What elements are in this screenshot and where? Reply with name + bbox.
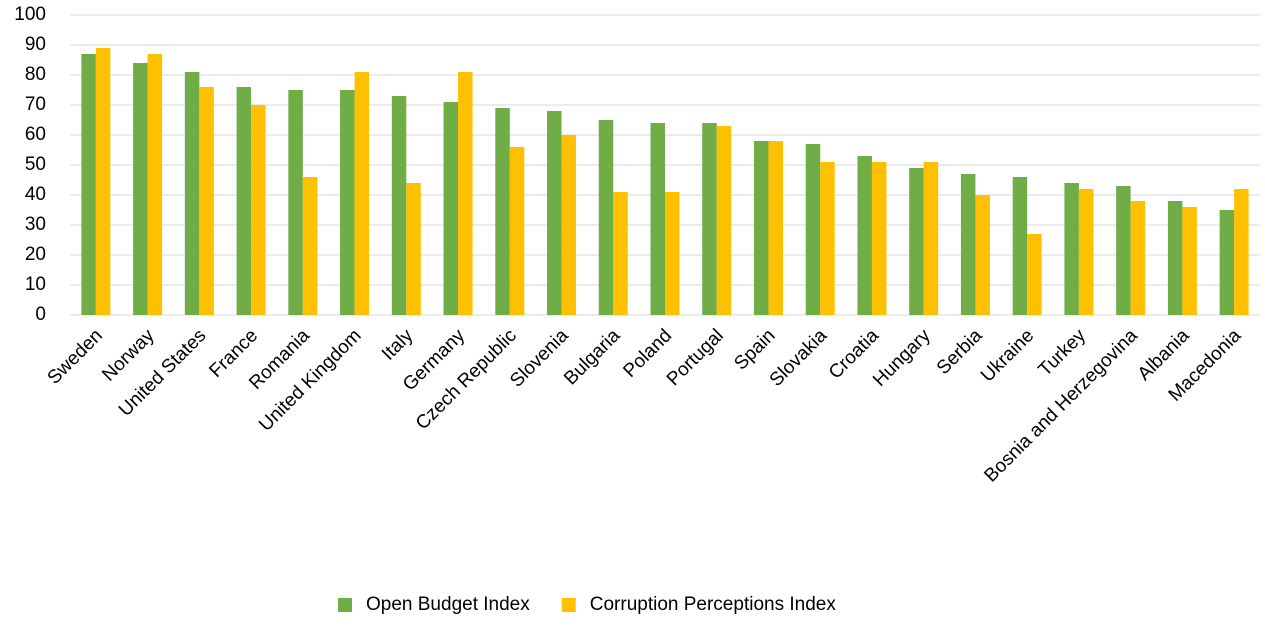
x-tick-label: Spain (730, 325, 779, 374)
bar (133, 63, 148, 315)
y-tick-label: 20 (25, 244, 46, 265)
bar (598, 120, 614, 315)
y-tick-label: 80 (25, 64, 46, 85)
bar (857, 156, 872, 315)
x-tick-label: Ukraine (977, 325, 1038, 386)
bar (354, 72, 370, 315)
x-tick-label: Hungary (869, 325, 935, 391)
x-tick-label: Bulgaria (560, 325, 624, 389)
x-tick-label: Slovenia (506, 325, 573, 392)
bar (288, 90, 303, 315)
bar (236, 87, 252, 315)
bar (391, 96, 407, 315)
y-tick-label: 30 (25, 214, 46, 235)
y-tick-label: 60 (25, 124, 46, 145)
bar (443, 102, 459, 315)
bar (1064, 183, 1079, 315)
bar (960, 174, 976, 315)
bar (716, 126, 732, 315)
y-tick-label: 50 (25, 154, 46, 175)
bar (1027, 234, 1042, 315)
bar (805, 144, 821, 315)
y-tick-label: 40 (25, 184, 46, 205)
bar (147, 54, 163, 315)
bar (547, 111, 562, 315)
x-tick-label: Portugal (663, 325, 728, 390)
bar (81, 54, 96, 315)
y-tick-label: 100 (14, 4, 46, 25)
bar (561, 135, 577, 315)
bar (184, 72, 200, 315)
bar (1012, 177, 1028, 315)
bar (340, 90, 355, 315)
x-tick-label: Italy (378, 325, 418, 365)
y-tick-label: 70 (25, 94, 46, 115)
bar (199, 87, 214, 315)
y-tick-label: 0 (35, 304, 46, 325)
bar (650, 123, 665, 315)
y-tick-label: 10 (25, 274, 46, 295)
x-tick-label: Sweden (44, 325, 107, 388)
bar (458, 72, 473, 315)
y-tick-label: 90 (25, 34, 46, 55)
bar (1130, 201, 1146, 315)
bar (768, 141, 783, 315)
bar (251, 105, 266, 315)
bar (1167, 201, 1183, 315)
bar (95, 48, 111, 315)
bar (1182, 207, 1197, 315)
bar (1078, 189, 1094, 315)
bar (495, 108, 510, 315)
bar (665, 192, 680, 315)
bar (1234, 189, 1249, 315)
bar (1116, 186, 1131, 315)
legend-label: Corruption Perceptions Index (590, 594, 837, 615)
bar (975, 195, 990, 315)
bar (923, 162, 939, 315)
bar (909, 168, 924, 315)
bar (820, 162, 835, 315)
bar (302, 177, 318, 315)
legend-swatch (338, 598, 352, 612)
bar (406, 183, 421, 315)
bar (702, 123, 717, 315)
legend-label: Open Budget Index (366, 594, 530, 615)
bar (871, 162, 887, 315)
bar (509, 147, 525, 315)
bar (613, 192, 628, 315)
bar (753, 141, 769, 315)
bar (1219, 210, 1235, 315)
x-tick-label: Slovakia (766, 325, 832, 391)
legend-swatch (561, 598, 576, 612)
